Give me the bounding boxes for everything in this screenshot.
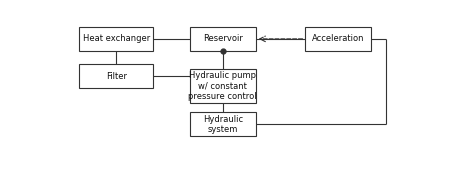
FancyBboxPatch shape — [80, 64, 153, 88]
FancyBboxPatch shape — [80, 27, 153, 51]
FancyBboxPatch shape — [190, 27, 256, 51]
Text: Hydraulic pump
w/ constant
pressure control: Hydraulic pump w/ constant pressure cont… — [188, 71, 257, 101]
Text: Acceleration: Acceleration — [312, 34, 365, 43]
Text: Heat exchanger: Heat exchanger — [82, 34, 150, 43]
FancyBboxPatch shape — [190, 69, 256, 103]
Text: Hydraulic
system: Hydraulic system — [203, 115, 243, 134]
Text: Filter: Filter — [106, 71, 127, 81]
FancyBboxPatch shape — [305, 27, 372, 51]
Text: Reservoir: Reservoir — [203, 34, 243, 43]
FancyBboxPatch shape — [190, 112, 256, 137]
